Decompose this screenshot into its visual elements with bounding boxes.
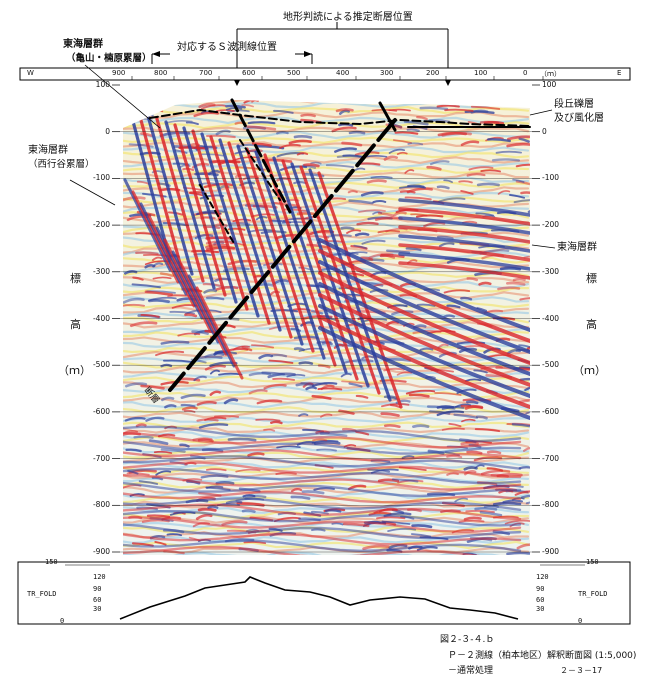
distance-tick-100: 100: [474, 69, 488, 77]
label-leaders: [69, 64, 556, 249]
elevation-label-left-1: 標: [70, 272, 81, 285]
figure-subtitle: －通常処理: [448, 666, 494, 676]
elevation-label-right-2: 高: [586, 318, 597, 331]
elevation-tick-left--200: -200: [92, 220, 110, 230]
fold-tick-left-90: 90: [93, 585, 102, 593]
distance-tick-600: 600: [242, 69, 256, 77]
s-wave-line-bracket: [151, 53, 313, 64]
distance-tick-400: 400: [336, 69, 350, 77]
tokai-group-sub-label-1: （亀山・楠原累層）: [66, 53, 152, 64]
tokai-group-label-1: 東海層群: [63, 39, 103, 50]
terrace-label: 段丘礫層: [554, 99, 594, 110]
fold-tick-right-90: 90: [536, 585, 545, 593]
elevation-tick-left-0: 0: [105, 126, 110, 136]
interpretation-lines: [149, 98, 531, 392]
elevation-tick-left--900: -900: [92, 547, 110, 556]
elevation-tick-left--400: -400: [92, 313, 110, 323]
fold-tick-right-0: 0: [578, 617, 583, 625]
seismic-reflectors: [123, 100, 530, 555]
tokai-group-label-2: 東海層群: [28, 145, 68, 156]
elevation-tick-right--300: -300: [542, 266, 560, 276]
elevation-tick-left--800: -800: [92, 500, 110, 510]
distance-tick-500: 500: [287, 69, 301, 77]
tokai-group-sub-label-2: （西行谷累層）: [28, 159, 95, 170]
distance-tick-0: 0: [523, 69, 528, 77]
elevation-tick-right--900: -900: [542, 547, 560, 556]
fold-tick-left-30: 30: [93, 605, 102, 613]
axis-west-label: W: [27, 69, 34, 77]
distance-axis-box: [19, 67, 631, 81]
fold-tick-left-150: 150: [45, 558, 58, 566]
elevation-tick-right--600: -600: [542, 406, 560, 416]
elevation-label-left-3: （ｍ）: [58, 364, 91, 377]
seismic-image: [123, 100, 530, 555]
fold-label-left: TR_FOLD: [27, 590, 57, 598]
fold-tick-right-150: 150: [586, 558, 599, 566]
elevation-tick-right--800: -800: [542, 500, 560, 510]
page-number: ２－３－17: [560, 666, 603, 675]
elevation-tick-left--300: -300: [92, 266, 110, 276]
elevation-tick-right--100: -100: [542, 173, 560, 183]
fold-label-right: TR_FOLD: [578, 590, 608, 598]
elevation-tick-left-100: 100: [95, 80, 110, 89]
distance-tick-700: 700: [199, 69, 213, 77]
fold-tick-right-30: 30: [536, 605, 545, 613]
distance-tick-800: 800: [154, 69, 168, 77]
elevation-tick-right--400: -400: [542, 313, 560, 323]
elevation-tick-right--200: -200: [542, 220, 560, 230]
weathered-label: 及び風化層: [554, 113, 604, 124]
figure-title: Ｐ－２測線（柏本地区）解釈断面図 (1:5,000): [448, 651, 637, 661]
elevation-label-left-2: 高: [70, 318, 81, 331]
elevation-label-right-3: （ｍ）: [573, 364, 606, 377]
elevation-label-right-1: 標: [586, 272, 597, 285]
elevation-tick-right--700: -700: [542, 453, 560, 463]
fold-tick-left-0: 0: [60, 617, 65, 625]
elevation-tick-left--100: -100: [92, 173, 110, 183]
fold-curve: [119, 576, 519, 620]
distance-tick-200: 200: [426, 69, 440, 77]
elevation-tick-left--500: -500: [92, 360, 110, 370]
tokai-group-label-3: 東海層群: [557, 242, 597, 253]
elevation-tick-right-100: 100: [542, 80, 557, 89]
fold-tick-right-60: 60: [536, 596, 545, 604]
fold-panel-frame: [17, 561, 631, 625]
elevation-tick-right-0: 0: [542, 126, 547, 136]
topographic-fault-label: 地形判読による推定断層位置: [283, 12, 413, 23]
distance-tick-900: 900: [112, 69, 126, 77]
axis-east-label: E: [617, 69, 622, 77]
elevation-tick-left--600: -600: [92, 406, 110, 416]
axis-unit-label: （ｍ）: [540, 70, 561, 78]
elevation-tick-right--500: -500: [542, 360, 560, 370]
distance-tick-300: 300: [380, 69, 394, 77]
fold-tick-left-60: 60: [93, 596, 102, 604]
s-wave-line-label: 対応するＳ波測線位置: [177, 42, 277, 53]
elevation-tick-left--700: -700: [92, 453, 110, 463]
figure-number: 図２-３-４.ｂ: [440, 635, 495, 645]
fold-tick-left-120: 120: [93, 573, 106, 581]
fold-tick-right-120: 120: [536, 573, 549, 581]
